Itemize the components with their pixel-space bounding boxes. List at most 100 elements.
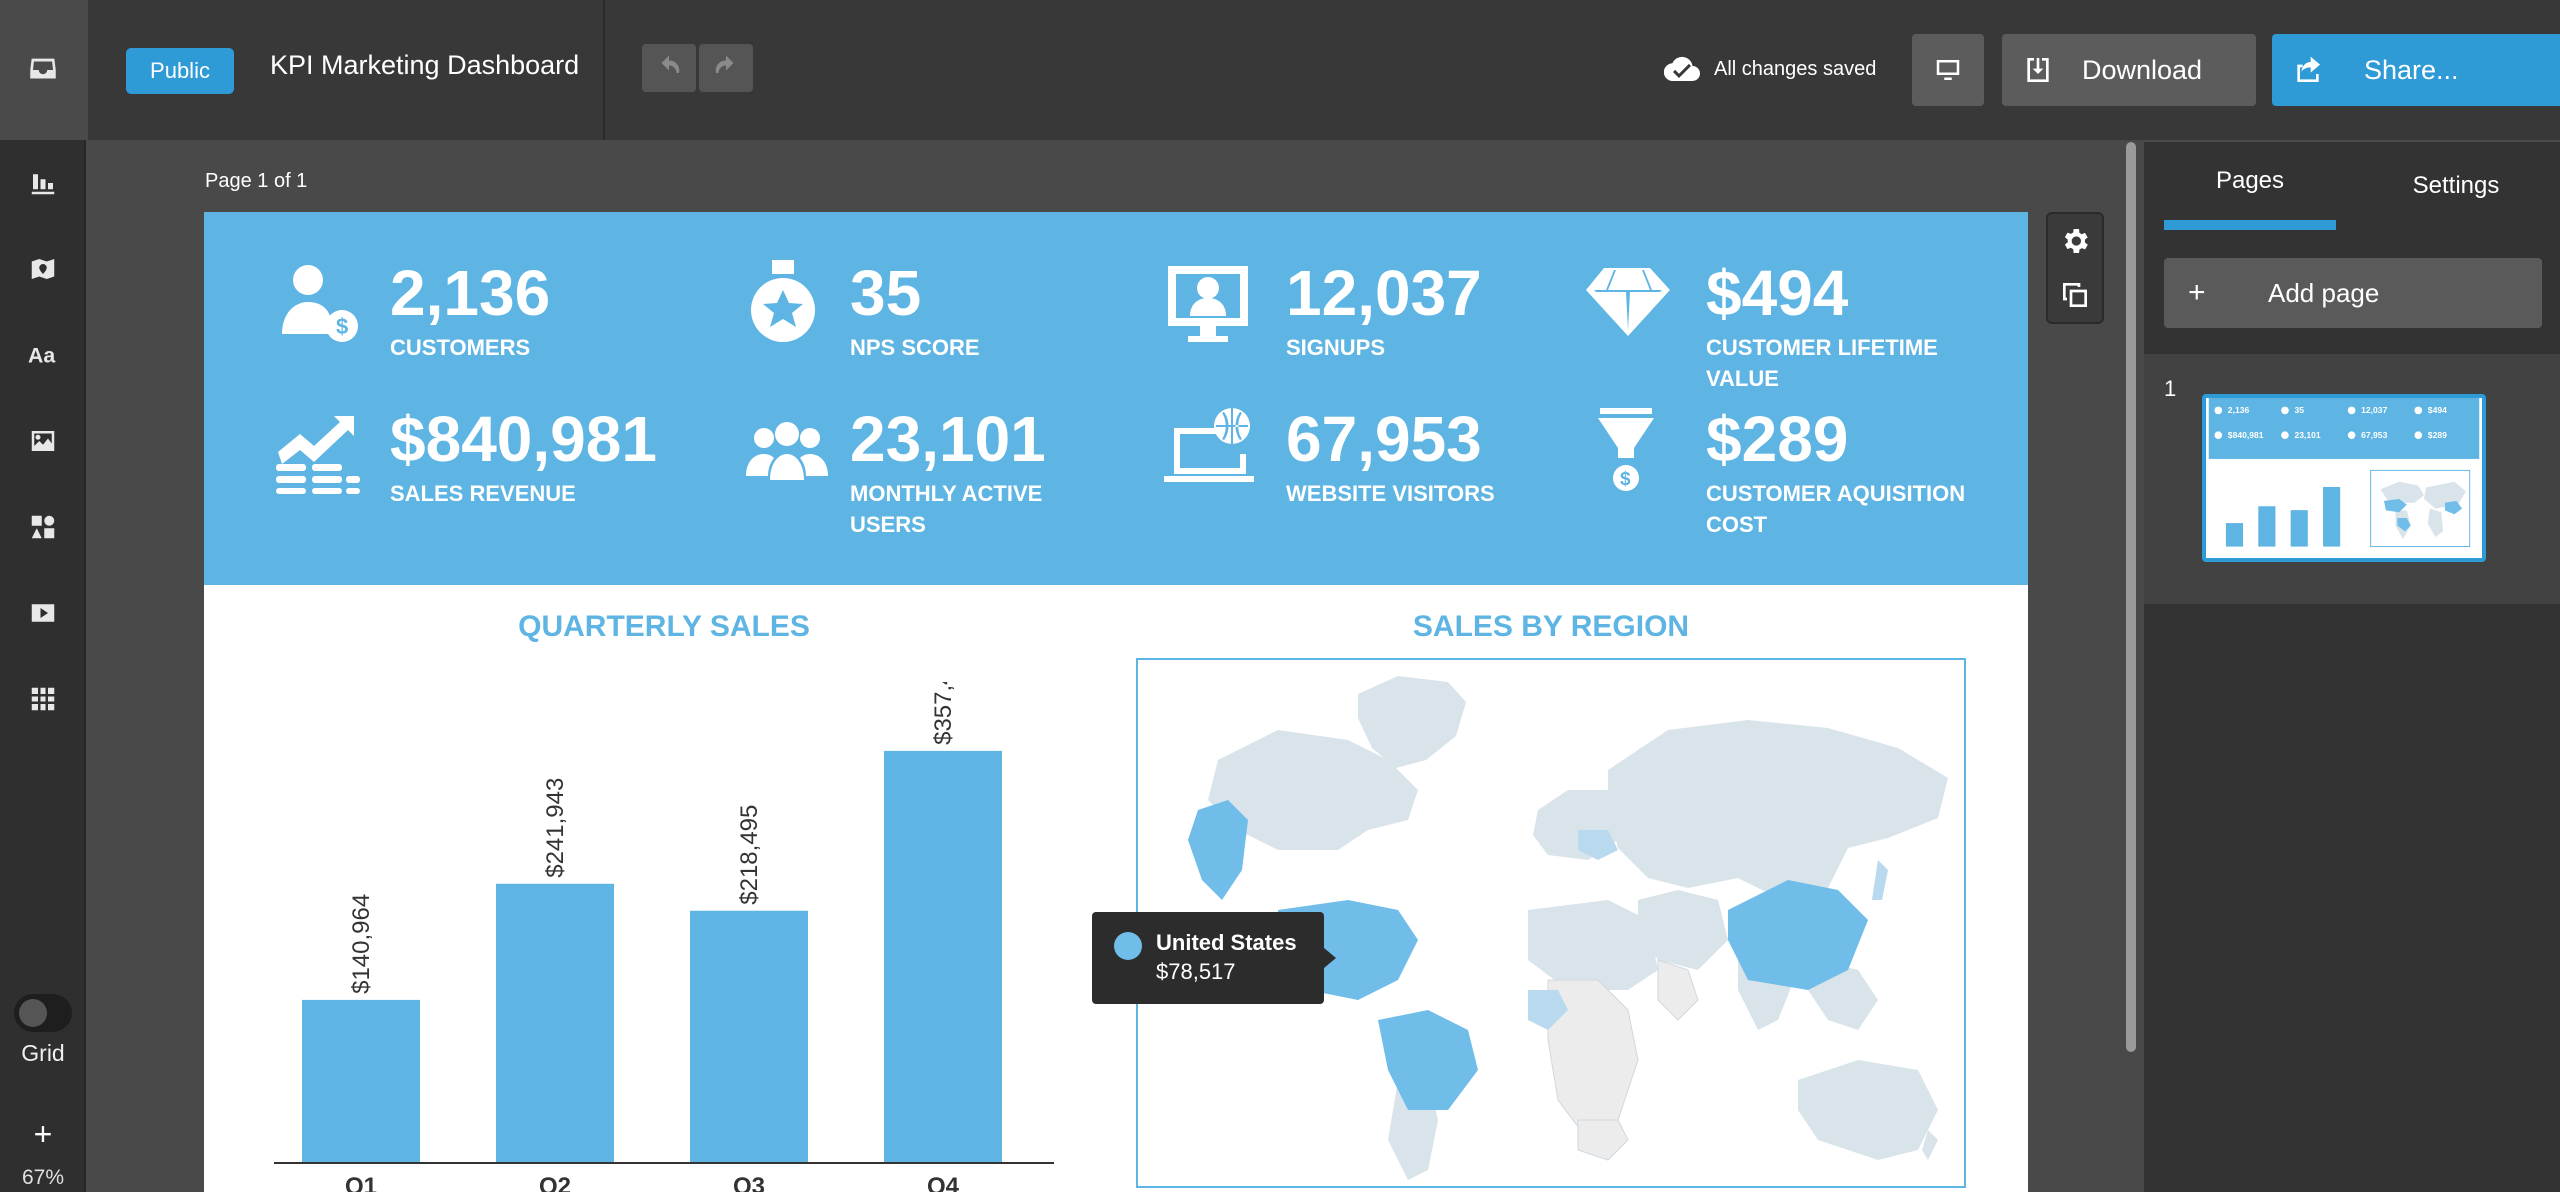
zoom-in-button[interactable]: + (33, 1116, 53, 1152)
kpi-band[interactable]: $ 2,136 CUSTOMERS 35 NPS SCORE 12,037 SI… (204, 212, 2028, 585)
canvas-scrollbar[interactable] (2126, 142, 2136, 1052)
panel-tabs: Pages Settings (2144, 142, 2560, 230)
thumb-kpi: $840,981 (2228, 430, 2264, 440)
bar-q4[interactable] (884, 750, 1002, 1162)
tooltip-country: United States (1156, 930, 1297, 955)
thumb-bar (2290, 510, 2308, 547)
laptop-globe-icon (1164, 404, 1254, 494)
thumb-kpi: 12,037 (2361, 405, 2387, 415)
kpi-signups[interactable]: 12,037 SIGNUPS (1164, 258, 1564, 378)
charts-tool[interactable] (0, 140, 86, 226)
south-africa (1577, 1119, 1629, 1161)
text-icon: Aa (28, 344, 55, 368)
plus-icon: + (2188, 276, 2206, 309)
greenland (1358, 676, 1466, 768)
undo-button[interactable] (642, 44, 696, 92)
kpi-customer-acquisition-cost[interactable]: $ $289 CUSTOMER AQUISITION COST (1584, 404, 2004, 554)
page-thumbnail[interactable]: 2,136 35 12,037 $494 $840,981 23,101 67,… (2202, 394, 2486, 562)
kpi-label: NPS SCORE (850, 335, 980, 360)
grid-toggle[interactable] (14, 994, 72, 1032)
top-bar: Public KPI Marketing Dashboard All chang… (88, 0, 2560, 140)
maps-tool[interactable] (0, 226, 86, 312)
tooltip-value: $78,517 (1156, 959, 1236, 984)
text-tool[interactable]: Aa (0, 312, 86, 398)
widgets-tool[interactable] (0, 656, 86, 742)
svg-text:Aa: Aa (28, 344, 55, 368)
share-button[interactable]: Share... (2272, 34, 2560, 106)
australia (1798, 1060, 1938, 1160)
element-tools (2046, 212, 2104, 324)
quarterly-sales-chart[interactable]: $140,964 Q1 $241,943 Q2 $218,495 Q3 $357,491 Q4 (264, 682, 1064, 1192)
bar-q2[interactable] (496, 883, 614, 1162)
images-tool[interactable] (0, 398, 86, 484)
dashboard-page[interactable]: $ 2,136 CUSTOMERS 35 NPS SCORE 12,037 SI… (204, 212, 2028, 1192)
storage-button[interactable] (0, 0, 86, 140)
image-icon (31, 431, 55, 451)
tab-settings[interactable]: Settings (2412, 172, 2500, 199)
thumbnail-preview: 2,136 35 12,037 $494 $840,981 23,101 67,… (2208, 398, 2480, 548)
add-page-label: Add page (2268, 277, 2380, 308)
kpi-customer-lifetime-value[interactable]: $494 CUSTOMER LIFETIME VALUE (1584, 258, 2004, 408)
funnel-icon: $ (1584, 404, 1674, 494)
bar-value-label: $357,491 (930, 682, 957, 745)
kpi-nps[interactable]: 35 NPS SCORE (742, 258, 1102, 378)
x-tick-label: Q4 (927, 1173, 960, 1192)
kpi-value: $494 (1706, 257, 1849, 329)
quarterly-sales-title: QUARTERLY SALES (518, 610, 810, 643)
russia-asia (1608, 720, 1948, 898)
video-icon (31, 604, 55, 622)
monitor-icon (1936, 60, 1960, 80)
pages-list: 1 2,136 35 12,037 $494 $840,981 23,101 6… (2144, 354, 2560, 604)
kpi-label: CUSTOMER AQUISITION COST (1706, 481, 1966, 537)
map-icon (31, 259, 55, 279)
save-status-text: All changes saved (1714, 57, 1877, 80)
medal-icon (742, 258, 832, 348)
sales-by-region-map[interactable] (1136, 658, 1966, 1188)
north-africa (1528, 900, 1658, 990)
settings-button[interactable] (2048, 214, 2102, 268)
kpi-value: 12,037 (1286, 257, 1482, 329)
alaska (1188, 800, 1248, 900)
download-label: Download (2082, 54, 2203, 85)
chart-icon (31, 174, 55, 195)
world-map (1188, 676, 1948, 1180)
thumb-bar (2258, 506, 2276, 547)
download-button[interactable]: Download (2002, 34, 2256, 106)
users-icon (742, 404, 832, 494)
toggle-knob (19, 999, 47, 1027)
add-page-button[interactable]: + Add page (2164, 258, 2542, 328)
thumb-kpi: 35 (2294, 405, 2304, 415)
grid-label: Grid (21, 1040, 65, 1066)
thumb-kpi: 67,953 (2361, 430, 2387, 440)
widgets-icon (31, 687, 55, 711)
shapes-tool[interactable] (0, 484, 86, 570)
toolbar-divider (603, 0, 605, 140)
kpi-monthly-active-users[interactable]: 23,101 MONTHLY ACTIVE USERS (742, 404, 1122, 554)
east-europe (1578, 830, 1618, 860)
kpi-value: 35 (850, 257, 922, 329)
thumb-kpi: $494 (2428, 405, 2447, 415)
tab-pages[interactable]: Pages (2164, 142, 2336, 230)
kpi-label: MONTHLY ACTIVE USERS (850, 481, 1043, 537)
kpi-label: SIGNUPS (1286, 335, 1386, 360)
redo-button[interactable] (699, 44, 753, 92)
customer-icon: $ (272, 258, 362, 348)
gear-icon (2064, 229, 2088, 253)
cloud-check-icon (1664, 56, 1700, 82)
kpi-website-visitors[interactable]: 67,953 WEBSITE VISITORS (1164, 404, 1584, 524)
document-title[interactable]: KPI Marketing Dashboard (270, 50, 580, 80)
share-label: Share... (2364, 54, 2459, 85)
kpi-value: $840,981 (390, 403, 657, 475)
kpi-customers[interactable]: $ 2,136 CUSTOMERS (272, 258, 652, 378)
bar-q1[interactable] (302, 999, 420, 1162)
bar-q3[interactable] (690, 910, 808, 1162)
present-button[interactable] (1912, 34, 1984, 106)
public-button[interactable]: Public (126, 48, 234, 94)
video-tool[interactable] (0, 570, 86, 656)
storage-icon (30, 58, 56, 79)
west-africa (1528, 990, 1568, 1030)
japan (1872, 860, 1888, 900)
page-number: 1 (2164, 376, 2177, 401)
kpi-sales-revenue[interactable]: $840,981 SALES REVENUE (272, 404, 692, 524)
duplicate-button[interactable] (2048, 268, 2102, 322)
